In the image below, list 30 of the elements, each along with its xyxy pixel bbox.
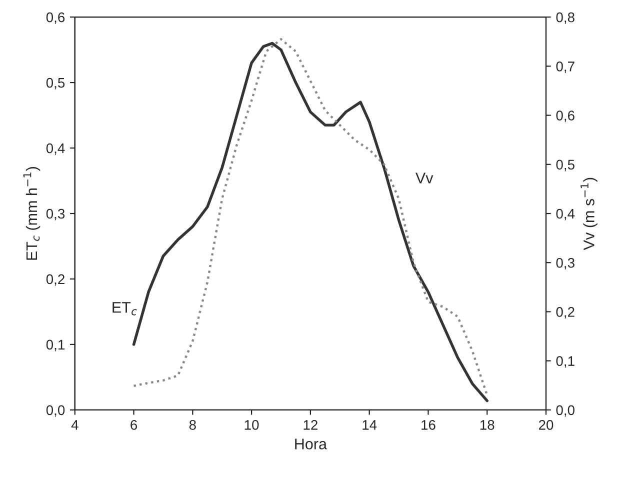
- y2-tick-label: 0,8: [556, 12, 574, 24]
- y-tick-label: 0,3: [46, 208, 65, 220]
- y-tick-label: 0,5: [46, 78, 65, 90]
- y-tick-label: 0,1: [46, 340, 64, 352]
- series-label: Vv: [416, 172, 434, 184]
- x-tick-label: 4: [71, 420, 78, 430]
- series-label: ET$_{c}$: [112, 302, 137, 316]
- y-tick-label: 0,4: [46, 143, 65, 155]
- x-tick-label: 16: [422, 420, 436, 430]
- y2-tick-label: 0,0: [556, 405, 574, 417]
- x-tick-label: 20: [538, 420, 554, 430]
- y-tick-label: 0,2: [46, 274, 64, 286]
- x-tick-label: 8: [189, 420, 196, 430]
- y2-tick-label: 0,7: [556, 62, 574, 73]
- y2-tick-label: 0,4: [556, 208, 575, 220]
- x-tick-label: 6: [130, 420, 138, 430]
- y2-tick-label: 0,3: [556, 258, 574, 270]
- y2-axis-title: Vv (m s$^{−1}$): [580, 178, 598, 250]
- x-tick-label: 12: [304, 420, 318, 430]
- y2-tick-label: 0,1: [556, 356, 574, 368]
- x-tick-label: 14: [362, 420, 377, 430]
- y2-tick-label: 0,6: [556, 110, 574, 122]
- x-tick-label: 10: [244, 420, 259, 430]
- x-tick-label: 18: [480, 420, 494, 430]
- y-axis-title: ET$_{c}$ (mm h$^{−1}$): [23, 167, 40, 260]
- y2-tick-label: 0,5: [556, 160, 574, 172]
- x-axis-title: Hora: [295, 438, 327, 450]
- y2-tick-label: 0,2: [556, 307, 574, 319]
- y-tick-label: 0,6: [46, 12, 65, 24]
- y-tick-label: 0,0: [46, 405, 65, 417]
